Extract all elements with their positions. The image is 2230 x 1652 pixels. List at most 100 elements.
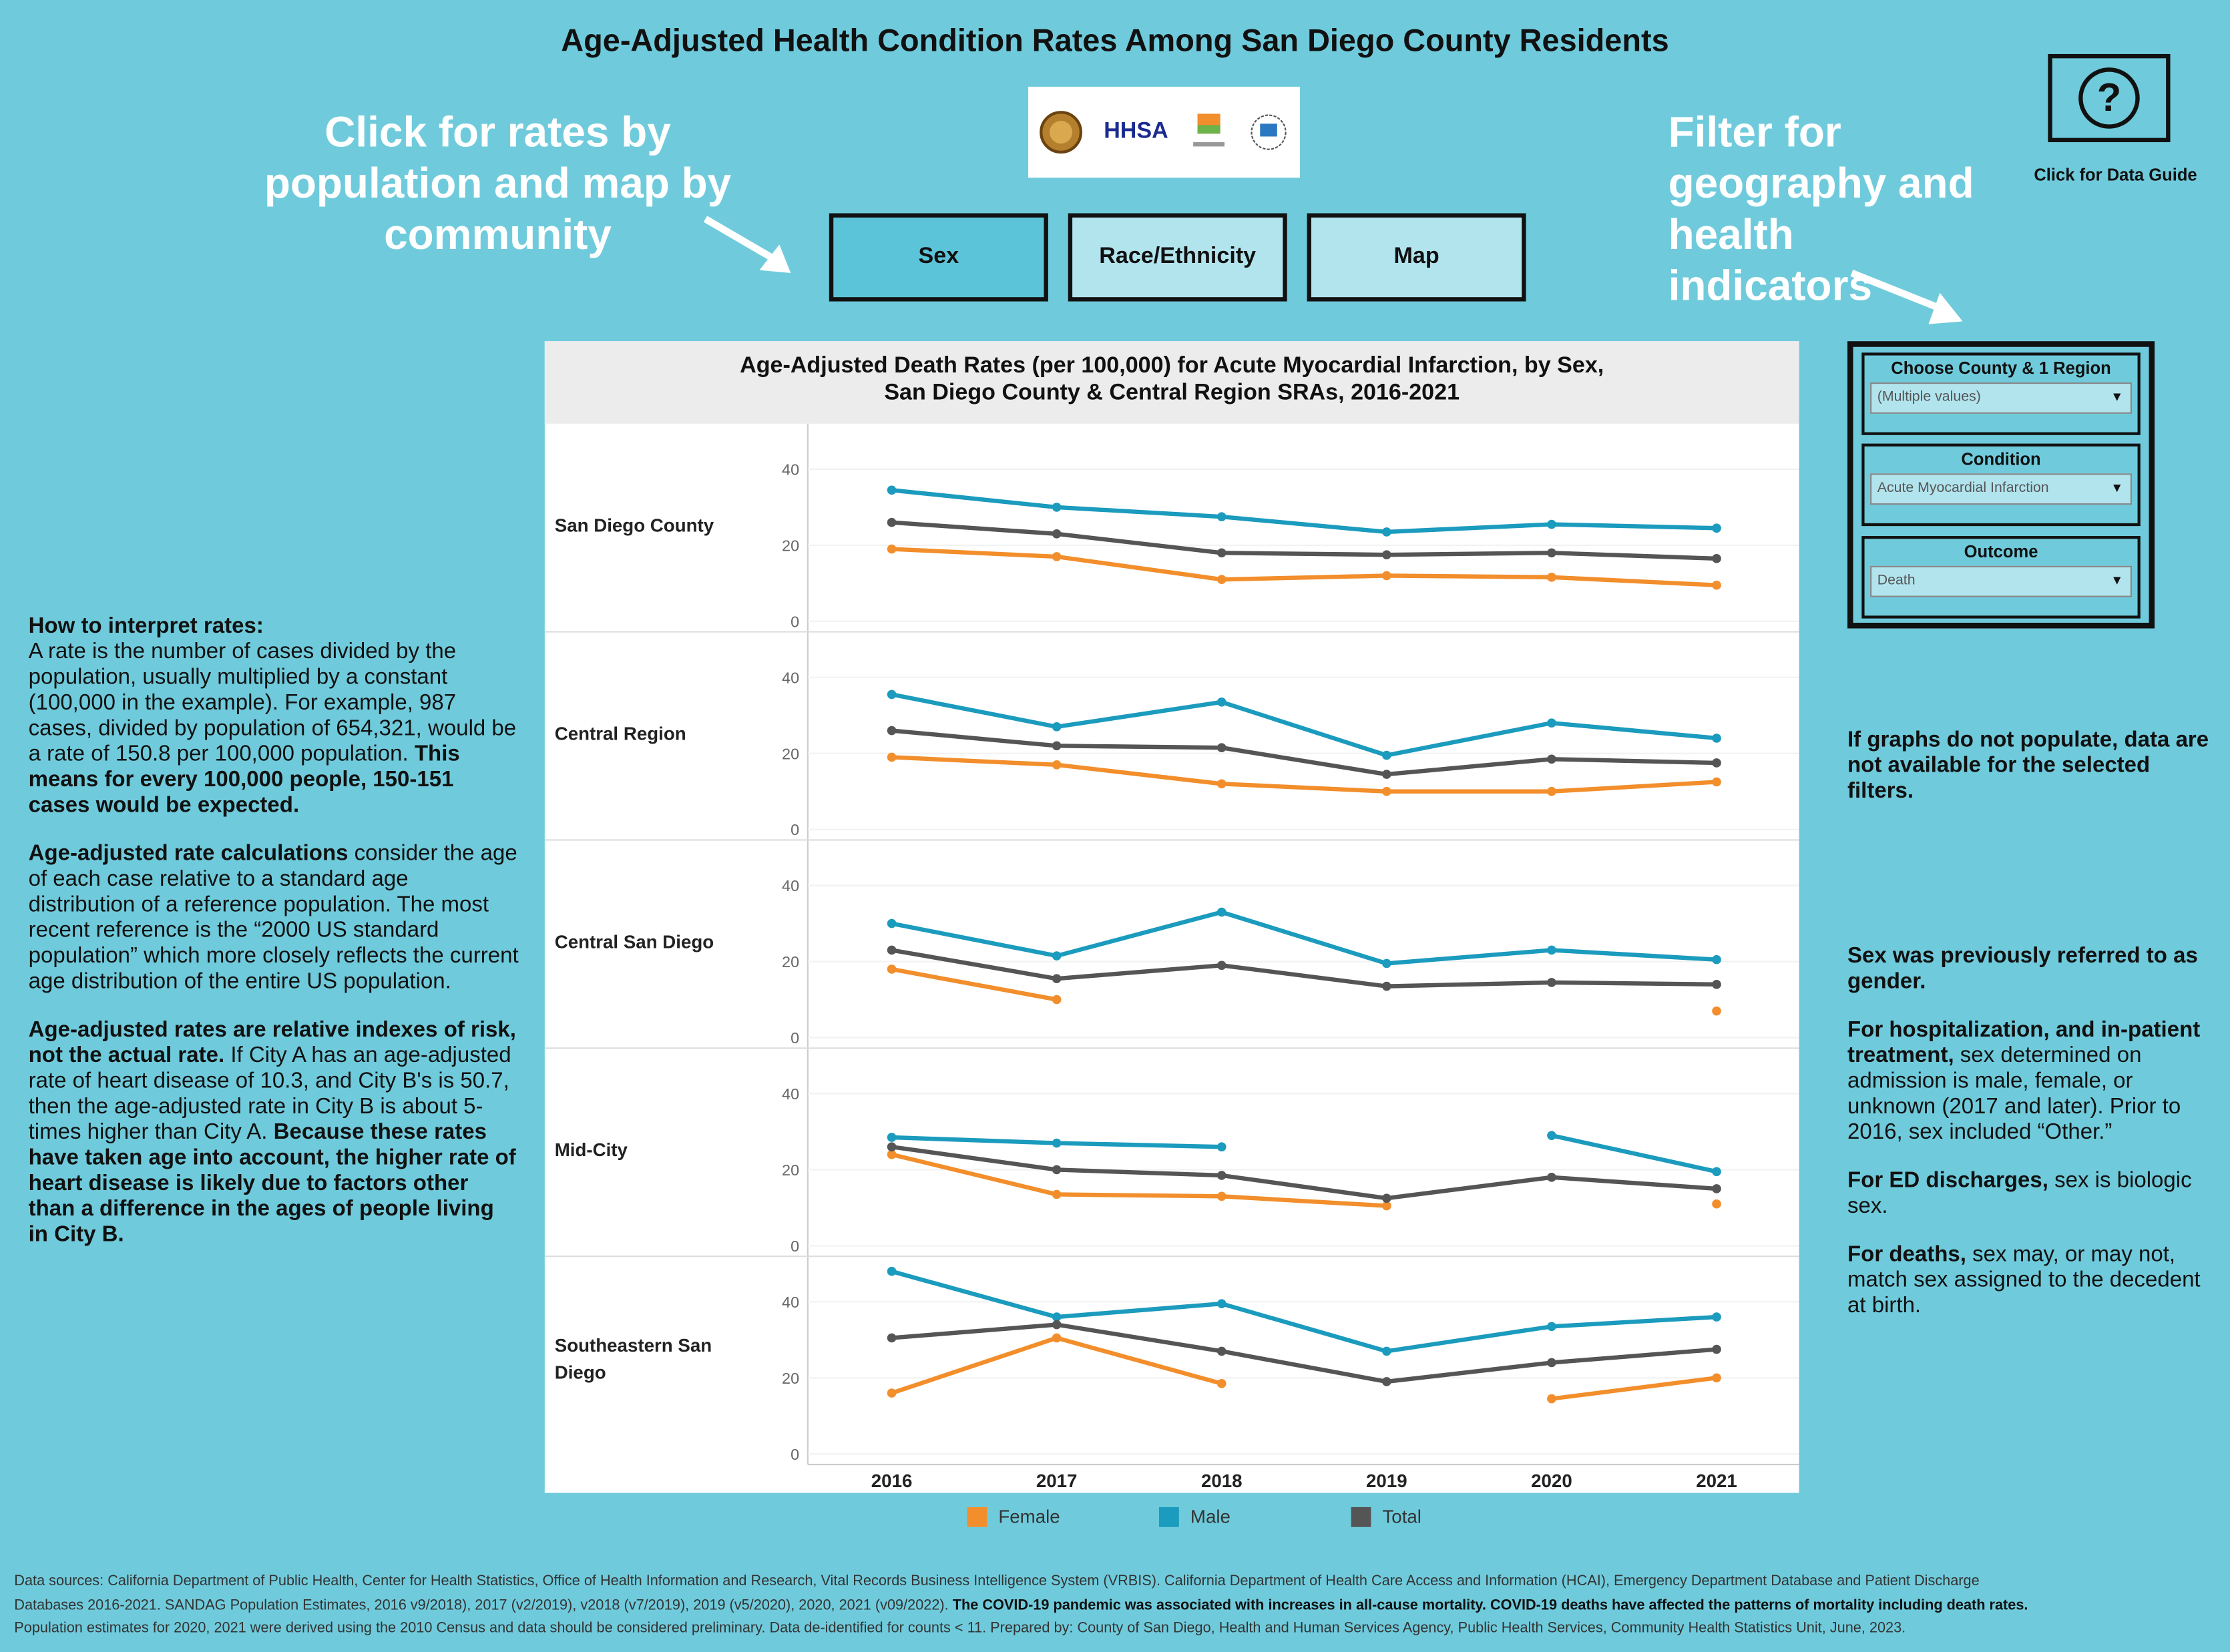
chevron-down-icon: ▼ — [2110, 480, 2124, 495]
nav-button-map[interactable]: Map — [1307, 213, 1526, 302]
legend-swatch — [1351, 1506, 1371, 1527]
data-point-total — [887, 517, 897, 527]
data-point-total — [887, 1142, 897, 1152]
series-line-female — [891, 547, 1717, 587]
dropdown-value: Acute Myocardial Infarction — [1877, 480, 2049, 497]
hint-left: Click for rates by population and map by… — [264, 109, 732, 259]
data-point-female — [1712, 1373, 1721, 1383]
data-point-male — [1382, 1346, 1391, 1356]
y-tick-label: 0 — [791, 1029, 799, 1047]
data-point-total — [1712, 979, 1721, 989]
data-point-female — [1216, 779, 1226, 789]
legend-total[interactable]: Total — [1351, 1506, 1421, 1527]
interpretation-notes: How to interpret rates: A rate is the num… — [29, 614, 519, 1271]
data-point-total — [1712, 554, 1721, 563]
legend-female[interactable]: Female — [967, 1506, 1060, 1527]
data-point-total — [1547, 548, 1556, 558]
dropdown-value: (Multiple values) — [1877, 389, 1981, 406]
filter-label: Condition — [1961, 449, 2041, 469]
data-point-total — [887, 726, 897, 736]
series-line-total — [891, 1322, 1717, 1384]
data-point-total — [1216, 1346, 1226, 1356]
data-point-female — [887, 1388, 897, 1398]
data-point-male — [1712, 1312, 1721, 1322]
legend-male[interactable]: Male — [1159, 1506, 1231, 1527]
data-point-total — [1547, 754, 1556, 764]
data-point-male — [1052, 951, 1062, 960]
data-point-total — [1547, 1173, 1556, 1182]
x-tick-label: 2020 — [1531, 1470, 1572, 1491]
svg-text:?: ? — [2097, 75, 2121, 119]
x-tick-label: 2017 — [1036, 1470, 1078, 1491]
data-point-total — [1052, 974, 1062, 984]
data-point-female — [1216, 1191, 1226, 1201]
data-guide-label[interactable]: Click for Data Guide — [2034, 165, 2197, 185]
data-point-male — [1052, 1138, 1062, 1148]
footer-covid-note: The COVID-19 pandemic was associated wit… — [952, 1597, 2028, 1613]
data-point-male — [1052, 503, 1062, 512]
note-text: sex determined on admission is male, fem… — [1847, 1043, 2181, 1145]
data-point-total — [1216, 960, 1226, 971]
data-point-male — [1547, 718, 1556, 728]
data-point-male — [1547, 945, 1556, 955]
agency-logos: HHSA — [1028, 86, 1300, 178]
y-tick-label: 0 — [791, 1446, 799, 1463]
data-point-male — [1712, 954, 1721, 965]
y-tick-label: 20 — [782, 537, 799, 554]
data-point-total — [1216, 548, 1226, 558]
chevron-down-icon: ▼ — [2110, 389, 2124, 404]
outcome-dropdown[interactable]: Death ▼ — [1870, 565, 2133, 597]
note-heading: For hospitalization, and in-patient trea… — [1847, 1018, 2201, 1068]
live-well-logo — [1192, 113, 1224, 147]
region-dropdown[interactable]: (Multiple values) ▼ — [1870, 382, 2133, 414]
series-line-male — [891, 1269, 1717, 1354]
chevron-down-icon: ▼ — [2110, 573, 2124, 587]
y-tick-label: 0 — [791, 821, 799, 838]
data-point-female — [1382, 786, 1391, 796]
data-point-male — [887, 690, 897, 700]
data-point-total — [1382, 981, 1391, 991]
data-guide-button[interactable]: ? — [2048, 53, 2171, 143]
nav-button-race-ethnicity[interactable]: Race/Ethnicity — [1068, 213, 1287, 302]
data-point-male — [1216, 698, 1226, 707]
data-point-female — [1052, 995, 1062, 1005]
filter-panel: Choose County & 1 Region (Multiple value… — [1847, 341, 2155, 629]
data-point-male — [1382, 750, 1391, 760]
note-emphasis: This means for every 100,000 people, 150… — [28, 742, 460, 818]
note-text: consider the age of each case relative t… — [28, 842, 519, 994]
note-text: If graphs do not populate, data are not … — [1847, 728, 2209, 804]
data-point-male — [1216, 1299, 1226, 1308]
series-line-total — [891, 520, 1717, 561]
panel-label: Mid-City — [555, 1139, 628, 1160]
data-point-female — [887, 752, 897, 762]
data-point-male — [1382, 527, 1391, 537]
panel-label: Central San Diego — [555, 931, 714, 952]
note-heading: For ED discharges, — [1847, 1168, 2048, 1193]
data-point-female — [1382, 1201, 1391, 1211]
y-tick-label: 0 — [791, 1237, 799, 1255]
data-point-male — [887, 918, 897, 928]
series-line-female — [891, 967, 1058, 1002]
region-filter: Choose County & 1 Region (Multiple value… — [1861, 352, 2141, 435]
data-point-female — [1052, 1333, 1062, 1343]
data-point-male — [1712, 734, 1721, 743]
y-tick-label: 20 — [782, 745, 799, 762]
data-point-total — [1216, 1171, 1226, 1180]
chart-plot: 0 20 40 San Diego County 0 20 40 Central Region… — [544, 423, 1799, 1491]
y-tick-label: 40 — [782, 461, 799, 478]
arrow-icon — [1850, 270, 1963, 324]
condition-dropdown[interactable]: Acute Myocardial Infarction ▼ — [1870, 473, 2133, 505]
nav-button-sex[interactable]: Sex — [829, 213, 1048, 302]
note-heading: Age-adjusted rates are relative indexes … — [28, 1018, 516, 1068]
legend-label: Total — [1382, 1505, 1421, 1527]
data-point-male — [887, 1266, 897, 1276]
data-point-total — [1052, 1165, 1062, 1175]
y-tick-label: 20 — [782, 953, 799, 971]
question-mark-icon: ? — [2078, 67, 2140, 129]
y-tick-label: 40 — [782, 669, 799, 686]
series-line-male — [891, 692, 1717, 758]
data-point-total — [1382, 770, 1391, 779]
data-point-total — [1547, 978, 1556, 987]
no-data-note: If graphs do not populate, data are not … — [1847, 728, 2210, 828]
data-point-male — [1216, 512, 1226, 521]
